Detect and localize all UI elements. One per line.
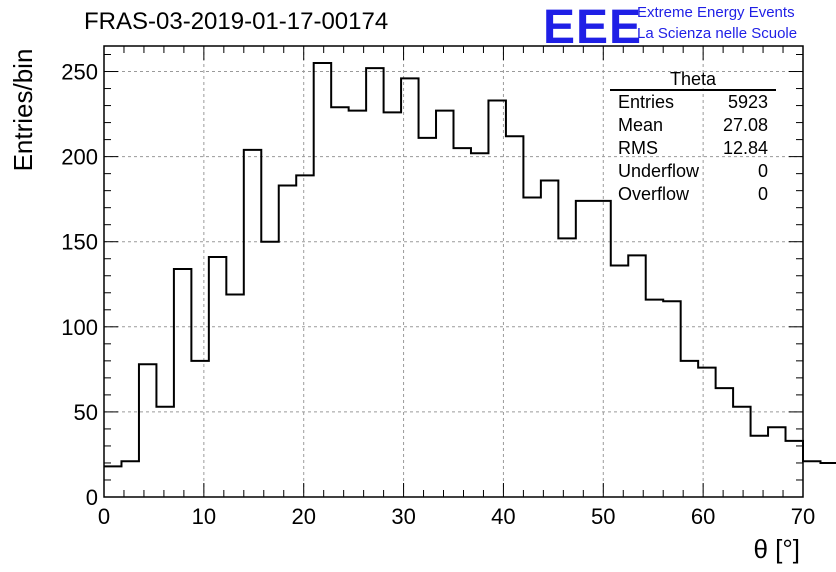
histogram-bin bbox=[506, 136, 523, 497]
x-tick-label: 60 bbox=[691, 504, 715, 529]
histogram-bin bbox=[786, 441, 803, 497]
histogram-bin bbox=[611, 266, 628, 497]
histogram-bin bbox=[226, 294, 243, 497]
histogram-bin bbox=[646, 300, 663, 497]
stats-value: 27.08 bbox=[722, 115, 768, 135]
histogram-bin bbox=[191, 361, 208, 497]
histogram-bin bbox=[768, 427, 785, 497]
x-tick-label: 40 bbox=[491, 504, 515, 529]
histogram-bin bbox=[419, 138, 436, 497]
histogram-bin bbox=[296, 175, 313, 497]
histogram-bin bbox=[174, 269, 191, 497]
stats-row-overflow: Overflow 0 bbox=[610, 183, 776, 206]
plot-border bbox=[103, 45, 804, 498]
histogram-bin bbox=[558, 238, 575, 497]
histogram-bin bbox=[261, 242, 278, 497]
stats-label: Underflow bbox=[618, 161, 700, 181]
y-tick-label: 50 bbox=[74, 400, 98, 425]
histogram-bin bbox=[331, 107, 348, 497]
histogram-bin bbox=[523, 197, 540, 497]
histogram-bin bbox=[716, 388, 733, 497]
histogram-bin bbox=[139, 364, 156, 497]
brand-line-1: Extreme Energy Events bbox=[637, 4, 795, 21]
x-tick-label: 10 bbox=[192, 504, 216, 529]
histogram-bin bbox=[156, 407, 173, 497]
histogram-bin bbox=[803, 461, 820, 497]
y-tick-label: 200 bbox=[61, 145, 98, 170]
x-tick-labels: 0 10 20 30 40 50 60 70 bbox=[98, 504, 815, 529]
y-tick-label: 100 bbox=[61, 315, 98, 340]
histogram-bin bbox=[471, 153, 488, 497]
stats-label: Overflow bbox=[618, 184, 690, 204]
histogram-bin bbox=[820, 463, 836, 497]
chart-title: FRAS-03-2019-01-17-00174 bbox=[84, 8, 389, 35]
stats-value: 12.84 bbox=[722, 138, 768, 158]
histogram-bin bbox=[314, 63, 331, 497]
histogram-bin bbox=[628, 255, 645, 497]
histogram-bin bbox=[593, 201, 610, 497]
x-tick-label: 0 bbox=[98, 504, 110, 529]
histogram-bin bbox=[349, 111, 366, 497]
histogram-bin bbox=[576, 201, 593, 497]
y-axis-label: Entries/bin bbox=[8, 49, 38, 172]
stats-value: 0 bbox=[757, 184, 768, 204]
y-tick-label: 250 bbox=[61, 60, 98, 85]
stats-value: 0 bbox=[757, 161, 768, 181]
histogram-bin bbox=[698, 368, 715, 497]
histogram-line bbox=[104, 62, 836, 468]
histogram-bin bbox=[663, 301, 680, 497]
histogram-bin bbox=[209, 257, 226, 497]
histogram-bin bbox=[279, 186, 296, 497]
histogram-bin bbox=[244, 150, 261, 497]
x-tick-label: 50 bbox=[591, 504, 615, 529]
stats-row-underflow: Underflow 0 bbox=[610, 160, 776, 183]
histogram-bin bbox=[366, 68, 383, 497]
histogram-bin bbox=[436, 111, 453, 497]
stats-row-rms: RMS 12.84 bbox=[610, 137, 776, 160]
stats-label: Entries bbox=[618, 92, 675, 112]
y-tick-labels: 0 50 100 150 200 250 bbox=[61, 60, 98, 510]
histogram-bin bbox=[751, 436, 768, 497]
stats-box: Theta Entries 5923 Mean 27.08 RMS 12.84 … bbox=[610, 70, 776, 206]
eee-logo: EEE bbox=[543, 1, 643, 54]
y-tick-label: 150 bbox=[61, 230, 98, 255]
stats-value: 5923 bbox=[727, 92, 768, 112]
x-tick-label: 70 bbox=[791, 504, 815, 529]
stats-title: Theta bbox=[610, 70, 776, 91]
plot-frame bbox=[103, 45, 804, 498]
brand-line-2: La Scienza nelle Scuole bbox=[637, 25, 798, 42]
stats-label: Mean bbox=[618, 115, 664, 135]
histogram-bin bbox=[104, 466, 121, 497]
histogram-bin bbox=[454, 148, 471, 497]
histogram-bin bbox=[541, 180, 558, 497]
stats-label: RMS bbox=[618, 138, 658, 158]
x-axis-label: θ [°] bbox=[753, 534, 800, 564]
stats-row-mean: Mean 27.08 bbox=[610, 114, 776, 137]
histogram-bin bbox=[733, 407, 750, 497]
x-tick-label: 20 bbox=[291, 504, 315, 529]
axis-ticks bbox=[103, 46, 804, 498]
stats-row-entries: Entries 5923 bbox=[610, 91, 776, 114]
x-tick-label: 30 bbox=[391, 504, 415, 529]
y-tick-label: 0 bbox=[86, 485, 98, 510]
histogram-bin bbox=[681, 361, 698, 497]
histogram-bin bbox=[384, 112, 401, 497]
